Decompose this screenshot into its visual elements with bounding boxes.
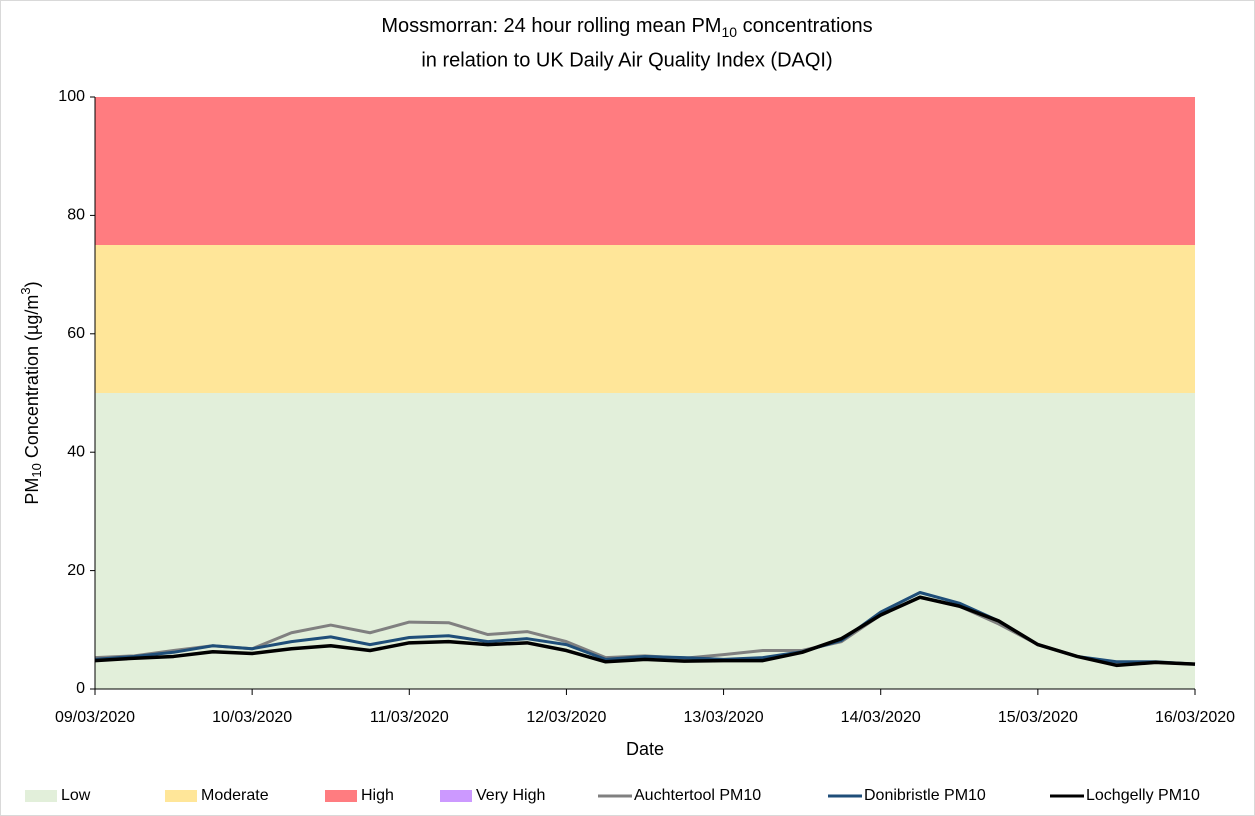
- legend-label: Lochgelly PM10: [1086, 787, 1200, 804]
- series-line: [94, 595, 1196, 668]
- legend-label: Very High: [476, 787, 545, 804]
- y-tick-label: 0: [76, 680, 85, 697]
- x-tick-label: 09/03/2020: [55, 709, 135, 726]
- chart-title: Mossmorran: 24 hour rolling mean PM10 co…: [381, 15, 872, 39]
- x-tick-label: 11/03/2020: [370, 709, 449, 726]
- legend-label: High: [361, 787, 394, 804]
- x-tick-label: 16/03/2020: [1155, 709, 1235, 726]
- y-title-text: ): [22, 281, 42, 287]
- legend-label: Low: [61, 787, 91, 804]
- legend-swatch: [325, 790, 357, 802]
- legend-label: Donibristle PM10: [864, 787, 986, 804]
- y-axis-title: PM10 Concentration (µg/m3): [18, 281, 44, 504]
- y-title-text: PM: [22, 478, 42, 505]
- y-tick-label: 20: [67, 562, 85, 579]
- x-tick-label: 15/03/2020: [998, 709, 1078, 726]
- y-title-superscript: 3: [18, 287, 33, 294]
- y-tick-label: 80: [67, 207, 85, 224]
- title-subscript: 10: [721, 24, 737, 40]
- legend-label: Moderate: [201, 787, 269, 804]
- y-tick-label: 40: [67, 443, 85, 460]
- y-title-text: Concentration (µg/m: [22, 295, 42, 463]
- y-tick-label: 100: [58, 88, 85, 105]
- x-tick-label: 13/03/2020: [684, 709, 764, 726]
- legend-label: Auchtertool PM10: [634, 787, 761, 804]
- x-tick-label: 10/03/2020: [212, 709, 292, 726]
- y-title-subscript: 10: [29, 463, 44, 477]
- y-tick-label: 60: [67, 325, 85, 342]
- title-text: Mossmorran: 24 hour rolling mean PM: [381, 15, 721, 37]
- x-axis-title: Date: [626, 739, 664, 759]
- legend-swatch: [440, 790, 472, 802]
- title-text: concentrations: [737, 15, 873, 37]
- band: [95, 245, 1195, 393]
- legend-swatch: [25, 790, 57, 802]
- x-tick-label: 14/03/2020: [841, 709, 921, 726]
- band: [95, 97, 1195, 245]
- x-tick-label: 12/03/2020: [526, 709, 606, 726]
- legend-swatch: [165, 790, 197, 802]
- chart-subtitle: in relation to UK Daily Air Quality Inde…: [421, 49, 832, 71]
